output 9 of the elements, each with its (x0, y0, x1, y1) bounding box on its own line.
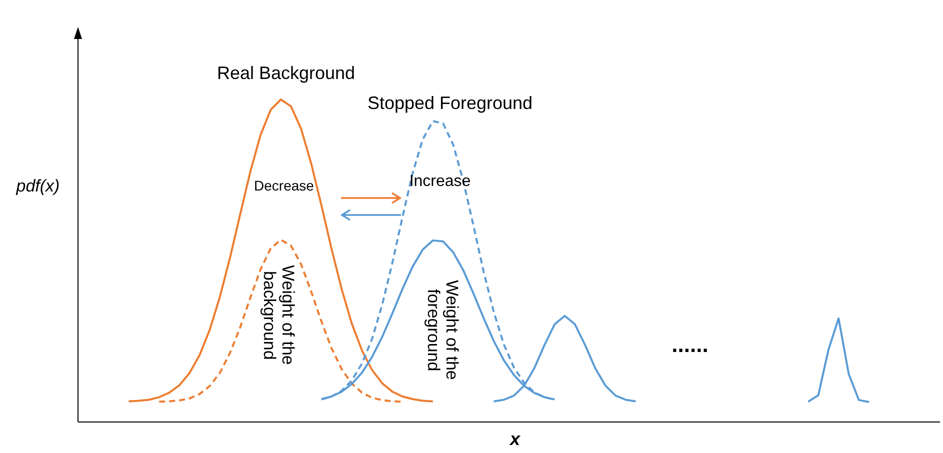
annotation: Increase (409, 173, 471, 191)
annotation: Decrease (254, 177, 314, 194)
series-label: Stopped Foreground (367, 93, 533, 114)
x-axis-title: x (510, 429, 520, 450)
text: Weight of the foreground (423, 279, 462, 382)
text: Weight of the background (259, 264, 298, 367)
y-axis-title: pdf(x) (16, 176, 60, 196)
series-label: Real Background (216, 63, 356, 84)
annotation: ...... (672, 332, 708, 358)
